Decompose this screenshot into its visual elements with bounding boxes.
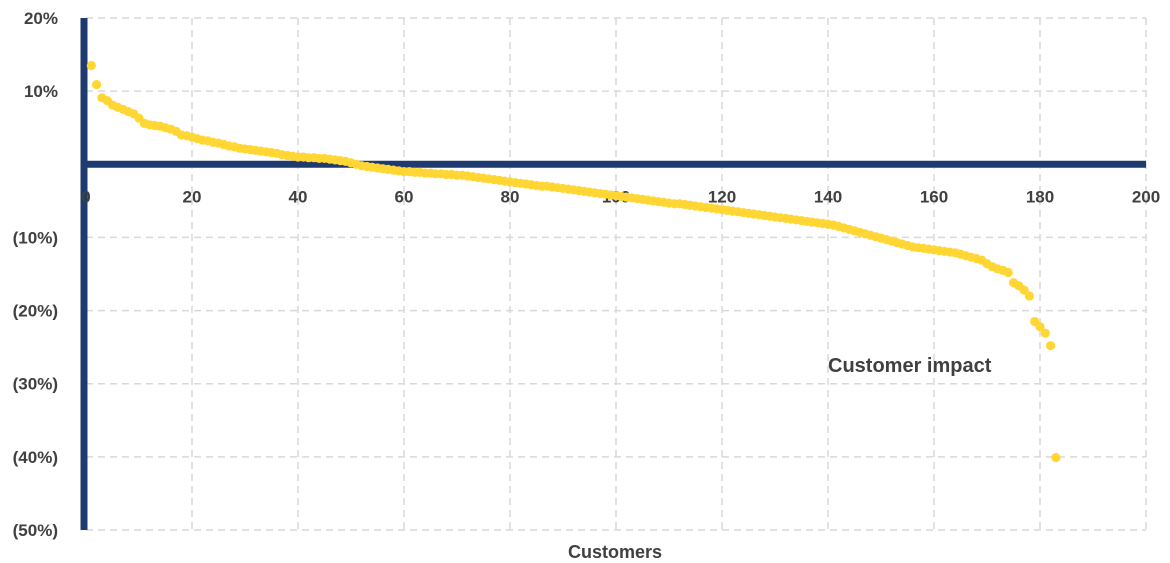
y-tick-label: (30%) <box>13 375 58 394</box>
data-point <box>1040 328 1050 338</box>
x-tick-label: 0 <box>81 187 90 206</box>
x-tick-label: 80 <box>501 187 520 206</box>
x-axis-title: Customers <box>568 542 662 562</box>
data-points <box>86 60 1061 463</box>
data-point <box>1035 322 1045 332</box>
axes <box>80 18 1146 530</box>
y-tick-label: 10% <box>24 82 58 101</box>
y-tick-label: (10%) <box>13 228 58 247</box>
x-tick-label: 180 <box>1026 187 1054 206</box>
data-point <box>86 60 96 71</box>
y-tick-label: 20% <box>24 9 58 28</box>
data-point <box>1051 452 1061 463</box>
x-tick-label: 120 <box>708 187 736 206</box>
x-tick-label: 200 <box>1132 187 1160 206</box>
x-tick-label: 40 <box>289 187 308 206</box>
x-tick-label: 60 <box>395 187 414 206</box>
y-tick-label: (20%) <box>13 302 58 321</box>
data-point <box>1046 341 1056 351</box>
data-point <box>92 79 102 90</box>
y-tick-label: (50%) <box>13 521 58 540</box>
x-tick-label: 140 <box>814 187 842 206</box>
y-axis-tick-labels: 20% 10% (10%) (20%) (30%) (40%) (50%) <box>13 9 58 540</box>
x-tick-label: 160 <box>920 187 948 206</box>
y-tick-label: (40%) <box>13 448 58 467</box>
annotation-label: Customer impact <box>828 355 992 377</box>
data-point <box>1024 291 1034 301</box>
gridlines <box>86 17 1147 531</box>
x-tick-label: 20 <box>183 187 202 206</box>
data-point <box>1019 285 1029 295</box>
data-point <box>1003 267 1013 278</box>
